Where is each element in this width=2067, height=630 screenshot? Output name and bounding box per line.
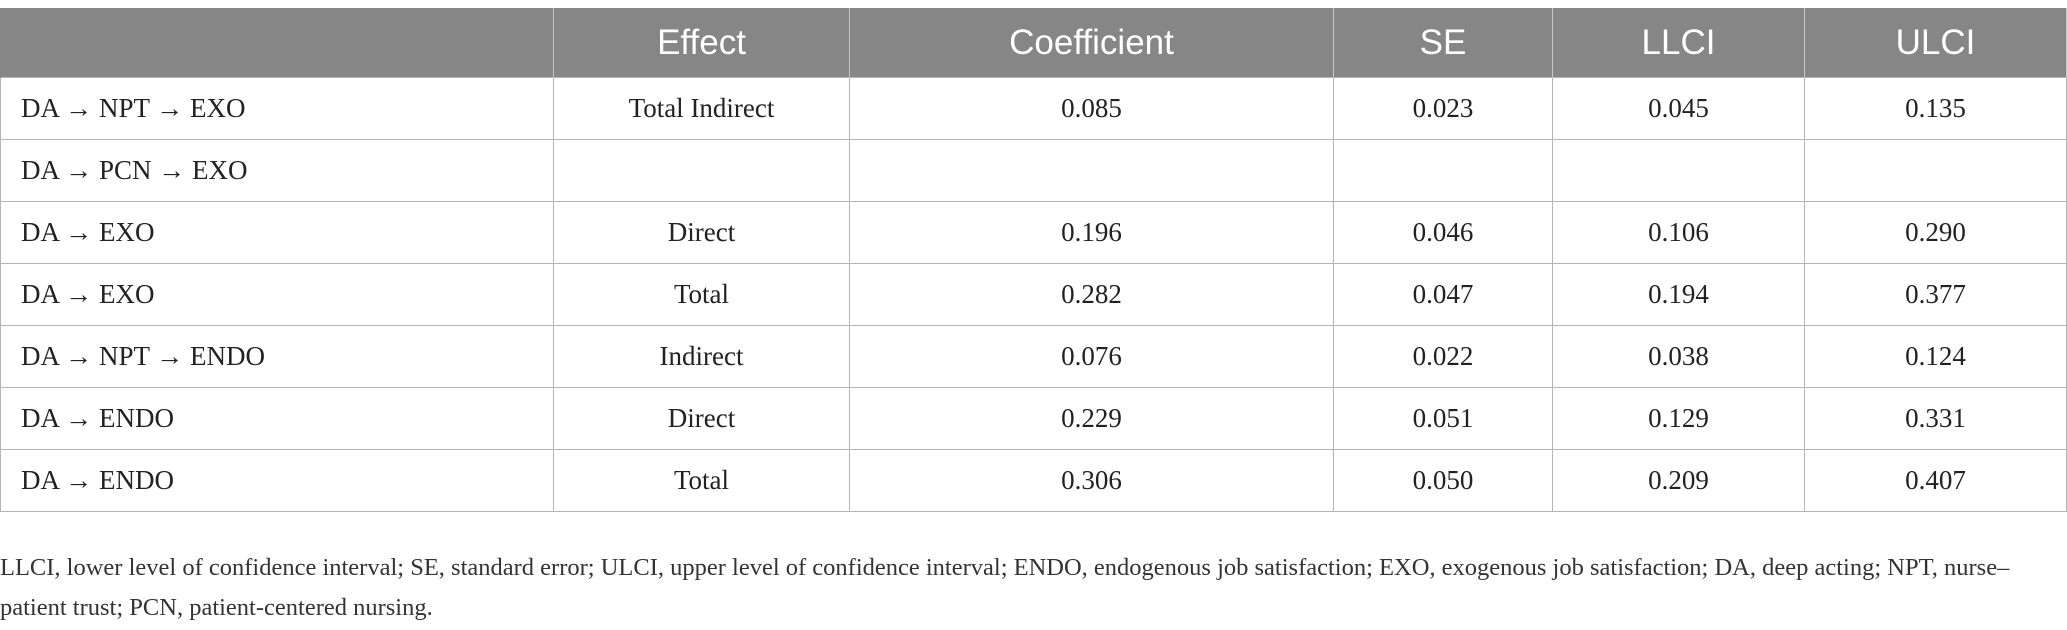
coefficient-cell: 0.306 xyxy=(849,449,1334,512)
llci-cell: 0.045 xyxy=(1552,77,1805,140)
se-cell: 0.050 xyxy=(1333,449,1553,512)
effect-cell xyxy=(553,139,850,202)
llci-cell: 0.106 xyxy=(1552,201,1805,264)
path-cell: DA → EXO xyxy=(0,263,554,326)
path-cell: DA → ENDO xyxy=(0,387,554,450)
table-footnote: LLCI, lower level of confidence interval… xyxy=(0,554,2010,621)
se-cell: 0.023 xyxy=(1333,77,1553,140)
llci-cell: 0.129 xyxy=(1552,387,1805,450)
coefficient-cell xyxy=(849,139,1334,202)
table-row: DA → ENDO Direct 0.229 0.051 0.129 0.331 xyxy=(0,387,2067,450)
se-cell: 0.046 xyxy=(1333,201,1553,264)
ulci-cell: 0.377 xyxy=(1804,263,2067,326)
se-cell: 0.051 xyxy=(1333,387,1553,450)
results-table-container: Effect Coefficient SE LLCI ULCI DA → NPT… xyxy=(0,8,2067,512)
ulci-cell xyxy=(1804,139,2067,202)
coefficient-cell: 0.085 xyxy=(849,77,1334,140)
path-cell: DA → NPT → EXO xyxy=(0,77,554,140)
header-se: SE xyxy=(1333,8,1553,78)
se-cell xyxy=(1333,139,1553,202)
table-row: DA → EXO Total 0.282 0.047 0.194 0.377 xyxy=(0,263,2067,326)
path-cell: DA → NPT → ENDO xyxy=(0,325,554,388)
ulci-cell: 0.135 xyxy=(1804,77,2067,140)
coefficient-cell: 0.196 xyxy=(849,201,1334,264)
path-cell: DA → PCN → EXO xyxy=(0,139,554,202)
ulci-cell: 0.407 xyxy=(1804,449,2067,512)
mediation-effects-table: Effect Coefficient SE LLCI ULCI DA → NPT… xyxy=(0,8,2067,512)
table-row: DA → NPT → EXO Total Indirect 0.085 0.02… xyxy=(0,77,2067,140)
llci-cell: 0.038 xyxy=(1552,325,1805,388)
header-path xyxy=(0,8,554,78)
effect-cell: Total Indirect xyxy=(553,77,850,140)
header-effect: Effect xyxy=(553,8,850,78)
llci-cell: 0.194 xyxy=(1552,263,1805,326)
table-row: DA → NPT → ENDO Indirect 0.076 0.022 0.0… xyxy=(0,325,2067,388)
effect-cell: Indirect xyxy=(553,325,850,388)
header-ulci: ULCI xyxy=(1804,8,2067,78)
effect-cell: Direct xyxy=(553,201,850,264)
se-cell: 0.047 xyxy=(1333,263,1553,326)
table-row: DA → ENDO Total 0.306 0.050 0.209 0.407 xyxy=(0,449,2067,512)
table-row: DA → PCN → EXO xyxy=(0,139,2067,202)
ulci-cell: 0.124 xyxy=(1804,325,2067,388)
header-coefficient: Coefficient xyxy=(849,8,1334,78)
path-cell: DA → EXO xyxy=(0,201,554,264)
header-llci: LLCI xyxy=(1552,8,1805,78)
effect-cell: Total xyxy=(553,449,850,512)
se-cell: 0.022 xyxy=(1333,325,1553,388)
llci-cell xyxy=(1552,139,1805,202)
coefficient-cell: 0.076 xyxy=(849,325,1334,388)
path-cell: DA → ENDO xyxy=(0,449,554,512)
table-header-row: Effect Coefficient SE LLCI ULCI xyxy=(0,8,2067,78)
effect-cell: Direct xyxy=(553,387,850,450)
llci-cell: 0.209 xyxy=(1552,449,1805,512)
ulci-cell: 0.331 xyxy=(1804,387,2067,450)
table-row: DA → EXO Direct 0.196 0.046 0.106 0.290 xyxy=(0,201,2067,264)
ulci-cell: 0.290 xyxy=(1804,201,2067,264)
coefficient-cell: 0.229 xyxy=(849,387,1334,450)
effect-cell: Total xyxy=(553,263,850,326)
coefficient-cell: 0.282 xyxy=(849,263,1334,326)
